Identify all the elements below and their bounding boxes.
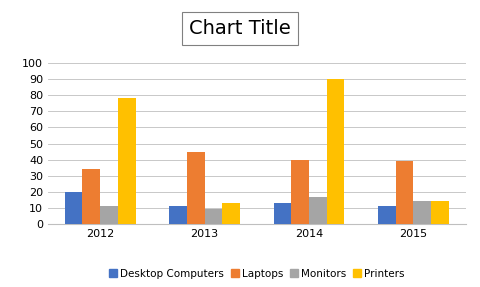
Bar: [309, 197, 327, 224]
Bar: [100, 206, 118, 224]
Bar: [118, 98, 136, 224]
Bar: [222, 203, 240, 224]
Bar: [83, 169, 100, 224]
Bar: [327, 79, 345, 224]
Bar: [274, 203, 291, 224]
Bar: [396, 161, 413, 224]
Bar: [291, 160, 309, 224]
Bar: [204, 210, 222, 224]
Bar: [378, 206, 396, 224]
Bar: [187, 152, 204, 224]
Bar: [65, 192, 83, 224]
Bar: [169, 206, 187, 224]
Legend: Desktop Computers, Laptops, Monitors, Printers: Desktop Computers, Laptops, Monitors, Pr…: [105, 264, 409, 283]
Text: Chart Title: Chart Title: [189, 19, 291, 38]
Bar: [413, 201, 431, 224]
Bar: [431, 201, 449, 224]
